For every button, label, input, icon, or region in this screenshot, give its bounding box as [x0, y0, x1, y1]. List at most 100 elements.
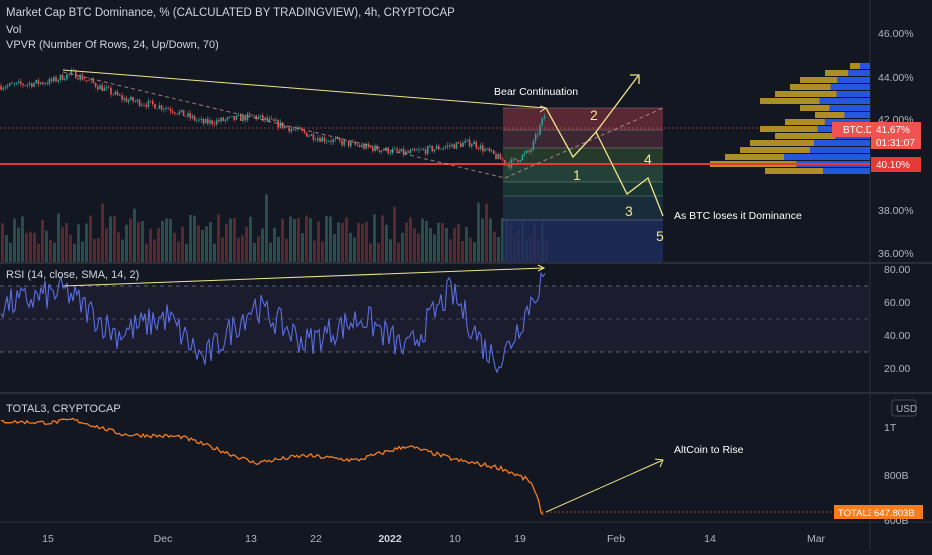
volume-bar [309, 218, 312, 262]
dashed-trendline [62, 71, 506, 179]
candle-body [79, 74, 81, 80]
candle-body [279, 122, 282, 128]
candle-body [154, 104, 156, 109]
candle-body [400, 148, 403, 152]
volume-bar [389, 239, 392, 262]
vpvr-row-up [836, 91, 870, 97]
candle-body [44, 83, 46, 85]
candle-body [462, 142, 464, 147]
total3-value-text: 647.803B [874, 508, 915, 519]
candle-body [339, 138, 341, 141]
candle-body [495, 154, 497, 159]
vpvr-row-down [785, 119, 825, 125]
candle-body [83, 79, 86, 81]
candle-body [292, 128, 295, 130]
candle-body [515, 158, 517, 161]
volume-bar [161, 220, 164, 262]
candle-body [112, 94, 114, 96]
candle-body [9, 83, 11, 86]
candle-body [499, 154, 502, 160]
volume-bar [25, 233, 28, 262]
candle-body [149, 100, 152, 102]
volume-bar [33, 232, 36, 262]
volume-bar [13, 218, 16, 262]
candle-body [257, 116, 260, 119]
candle-body [312, 134, 315, 140]
candle-body [409, 150, 411, 153]
candle-body [365, 143, 367, 149]
candle-body [387, 147, 389, 154]
volume-bar [141, 220, 144, 262]
volume-bar [477, 202, 480, 262]
volume-bar [93, 239, 96, 262]
candle-body [123, 98, 125, 100]
volume-bar [445, 227, 448, 262]
candle-body [479, 145, 482, 150]
candle-body [138, 99, 141, 106]
volume-bar [421, 218, 424, 262]
candle-body [325, 141, 328, 142]
x-tick-label: Dec [154, 533, 173, 545]
candle-body [413, 148, 416, 151]
loses-dominance-label: As BTC loses it Dominance [674, 210, 802, 222]
candle-body [451, 144, 453, 147]
candle-body [440, 148, 442, 150]
rsi-line [0, 271, 546, 374]
volume-bar [449, 239, 452, 262]
volume-bar [69, 234, 72, 262]
volume-bar [237, 237, 240, 262]
total3-y-tick: 1T [884, 422, 897, 434]
candle-body [185, 115, 187, 117]
vpvr-row-down [815, 112, 845, 118]
candle-body [519, 160, 521, 162]
candle-body [383, 150, 385, 152]
candle-body [211, 120, 213, 124]
candle-body [22, 83, 24, 86]
candle-body [94, 83, 97, 87]
volume-bar [385, 224, 388, 262]
bear-continuation-label: Bear Continuation [494, 86, 578, 98]
candle-body [521, 154, 524, 161]
candle-body [286, 126, 288, 128]
volume-bar [117, 232, 120, 262]
vpvr-row-up [814, 140, 870, 146]
x-tick-label: 15 [42, 533, 54, 545]
volume-bar [205, 226, 208, 262]
chart-title: Market Cap BTC Dominance, % (CALCULATED … [6, 7, 455, 19]
candle-body [125, 98, 128, 102]
wave-label-2: 2 [590, 107, 598, 123]
candle-body [262, 115, 264, 120]
candle-body [457, 142, 460, 144]
candle-body [215, 120, 218, 125]
volume-bar [105, 228, 108, 262]
candle-body [308, 135, 310, 137]
candle-body [497, 154, 499, 159]
candle-body [114, 91, 117, 95]
candle-body [55, 77, 57, 82]
candle-body [378, 150, 381, 152]
x-tick-label: 10 [449, 533, 461, 545]
candle-body [475, 141, 477, 148]
candle-body [127, 99, 130, 102]
x-tick-label: 22 [310, 533, 322, 545]
resistance-trendline [62, 69, 547, 109]
candle-body [356, 144, 359, 146]
candle-body [101, 85, 103, 91]
volume-bar [173, 232, 176, 262]
volume-bar [277, 236, 280, 262]
candle-body [15, 82, 18, 84]
rsi-y-tick: 60.00 [884, 297, 910, 309]
candle-body [244, 115, 246, 121]
candle-body [482, 145, 484, 152]
candle-body [354, 141, 356, 145]
candle-body [180, 109, 183, 112]
volume-bar [129, 218, 132, 262]
currency-button[interactable] [891, 399, 917, 417]
candle-body [367, 143, 370, 147]
candle-body [323, 137, 326, 142]
candle-body [110, 87, 112, 95]
candle-body [431, 146, 433, 152]
candle-body [273, 118, 275, 122]
candle-body [116, 91, 119, 95]
